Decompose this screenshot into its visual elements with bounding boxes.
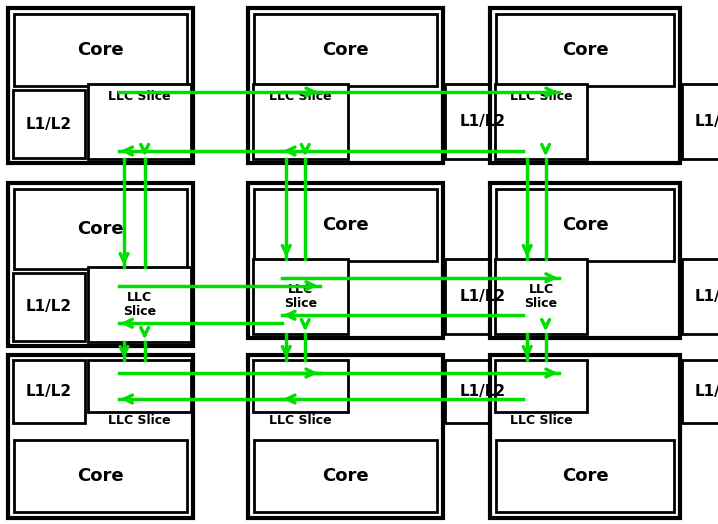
- Bar: [682, 84, 718, 159]
- Text: Slice: Slice: [284, 297, 317, 310]
- Bar: [14, 189, 187, 269]
- Text: LLC Slice: LLC Slice: [108, 414, 171, 428]
- Bar: [8, 183, 193, 346]
- Text: LLC Slice: LLC Slice: [510, 90, 572, 103]
- Bar: [490, 355, 680, 518]
- Bar: [445, 360, 520, 423]
- Bar: [13, 360, 85, 423]
- Text: L1/L2: L1/L2: [695, 384, 718, 399]
- Text: LLC Slice: LLC Slice: [269, 414, 332, 428]
- Text: LLC Slice: LLC Slice: [108, 90, 171, 103]
- Text: LLC: LLC: [528, 283, 554, 296]
- Bar: [248, 183, 443, 338]
- Text: Core: Core: [561, 216, 608, 234]
- Text: L1/L2: L1/L2: [460, 114, 505, 129]
- Text: L1/L2: L1/L2: [26, 384, 72, 399]
- Bar: [248, 8, 443, 163]
- Bar: [254, 14, 437, 86]
- Text: Core: Core: [322, 216, 369, 234]
- Bar: [8, 355, 193, 518]
- Text: LLC: LLC: [127, 291, 152, 304]
- Bar: [495, 84, 587, 159]
- Text: Slice: Slice: [524, 297, 558, 310]
- Text: Core: Core: [78, 220, 123, 238]
- Bar: [14, 440, 187, 512]
- Text: L1/L2: L1/L2: [695, 289, 718, 304]
- Bar: [254, 440, 437, 512]
- Bar: [13, 90, 85, 158]
- Text: L1/L2: L1/L2: [26, 300, 72, 314]
- Text: Core: Core: [78, 41, 123, 59]
- Text: L1/L2: L1/L2: [460, 384, 505, 399]
- Bar: [496, 440, 674, 512]
- Text: Core: Core: [78, 467, 123, 485]
- Bar: [253, 84, 348, 159]
- Bar: [88, 84, 191, 159]
- Text: Core: Core: [322, 41, 369, 59]
- Bar: [254, 189, 437, 261]
- Bar: [495, 360, 587, 412]
- Bar: [88, 267, 191, 342]
- Bar: [14, 14, 187, 86]
- Bar: [682, 259, 718, 334]
- Text: L1/L2: L1/L2: [695, 114, 718, 129]
- Text: Core: Core: [322, 467, 369, 485]
- Bar: [445, 259, 520, 334]
- Bar: [13, 273, 85, 341]
- Bar: [88, 360, 191, 412]
- Bar: [495, 259, 587, 334]
- Text: L1/L2: L1/L2: [26, 116, 72, 132]
- Text: LLC Slice: LLC Slice: [269, 90, 332, 103]
- Bar: [490, 183, 680, 338]
- Bar: [253, 259, 348, 334]
- Text: Core: Core: [561, 41, 608, 59]
- Bar: [248, 355, 443, 518]
- Text: LLC Slice: LLC Slice: [510, 414, 572, 428]
- Bar: [496, 189, 674, 261]
- Text: Slice: Slice: [123, 305, 156, 318]
- Text: L1/L2: L1/L2: [460, 289, 505, 304]
- Text: LLC: LLC: [288, 283, 313, 296]
- Bar: [253, 360, 348, 412]
- Text: Core: Core: [561, 467, 608, 485]
- Bar: [682, 360, 718, 423]
- Bar: [490, 8, 680, 163]
- Bar: [445, 84, 520, 159]
- Bar: [8, 8, 193, 163]
- Bar: [496, 14, 674, 86]
